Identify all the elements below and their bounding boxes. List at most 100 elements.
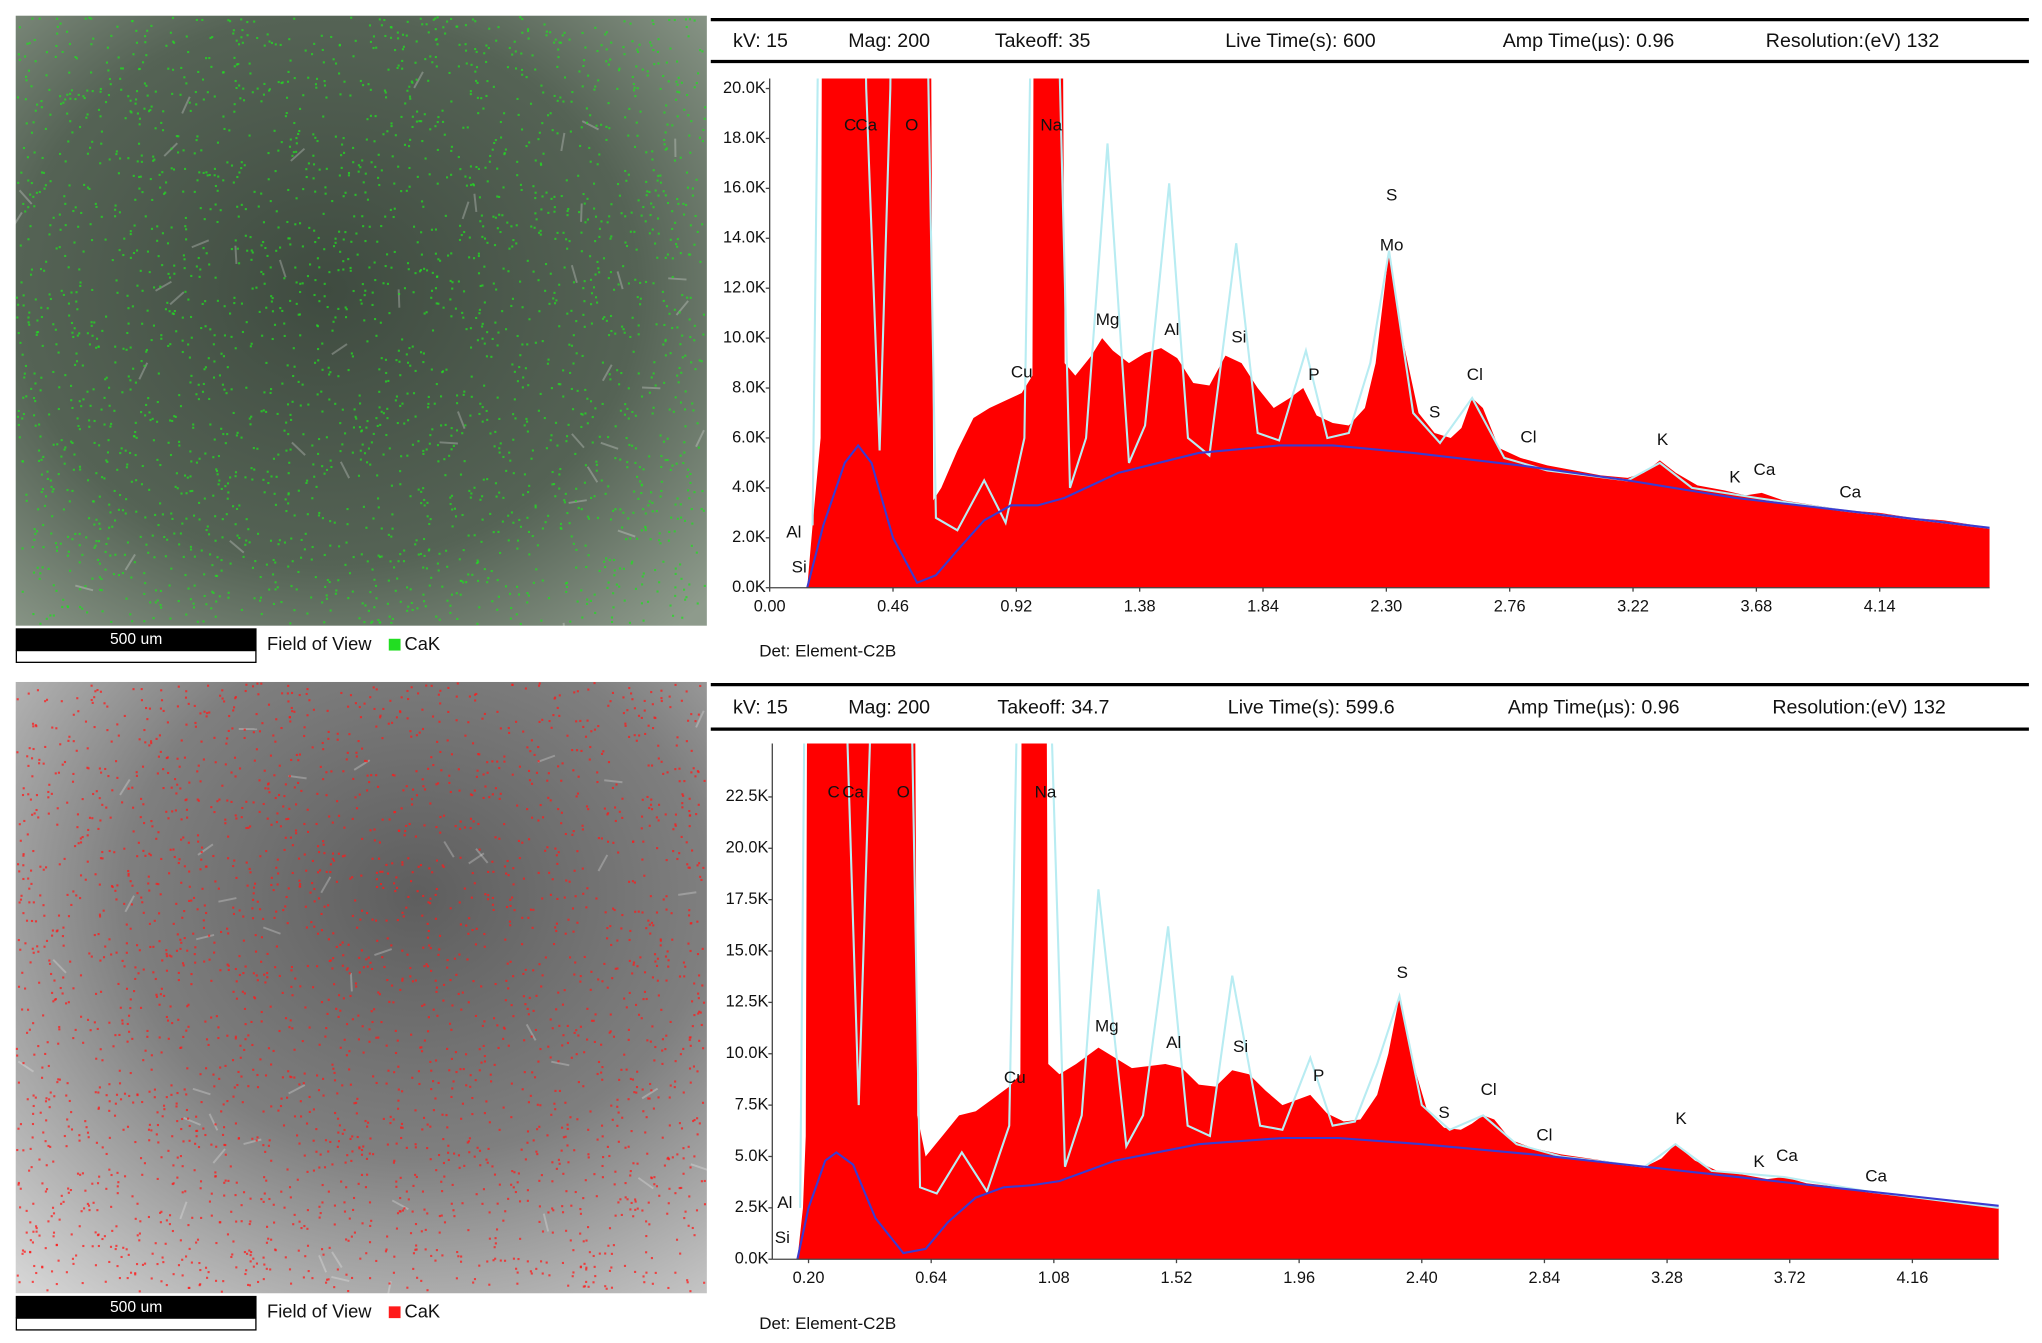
element-dot (564, 492, 567, 495)
element-dot (440, 1180, 443, 1183)
element-dot (538, 310, 541, 313)
element-dot (661, 1136, 664, 1139)
element-dot (144, 582, 147, 585)
element-dot (272, 602, 276, 606)
element-dot (640, 492, 643, 495)
element-dot (600, 1124, 604, 1127)
element-dot (332, 320, 335, 323)
surface-scratch (413, 71, 424, 89)
element-dot (477, 252, 480, 255)
element-dot (43, 504, 47, 507)
element-dot (660, 699, 663, 703)
element-dot (414, 415, 417, 418)
element-dot (553, 1102, 556, 1105)
element-dot (143, 620, 146, 623)
element-dot (410, 735, 413, 738)
element-dot (469, 817, 473, 820)
element-dot (594, 1275, 597, 1278)
element-dot (478, 312, 481, 315)
element-dot (691, 1000, 694, 1003)
element-dot (558, 1024, 561, 1027)
element-dot (482, 107, 485, 110)
element-dot (421, 727, 425, 731)
element-dot (290, 585, 293, 588)
element-dot (704, 106, 707, 109)
element-dot (539, 804, 542, 807)
element-dot (592, 1281, 595, 1284)
element-dot (558, 487, 561, 490)
element-dot (57, 1259, 60, 1262)
element-dot (613, 574, 616, 577)
element-dot (650, 921, 654, 924)
element-dot (345, 968, 348, 971)
element-dot (344, 563, 347, 566)
element-dot (188, 870, 191, 873)
element-dot (427, 767, 430, 770)
element-dot (114, 1248, 117, 1251)
element-dot (189, 475, 192, 478)
element-dot (322, 1253, 325, 1256)
element-dot (362, 1145, 365, 1148)
element-dot (439, 750, 442, 753)
element-dot (451, 525, 454, 528)
element-dot (285, 112, 288, 115)
element-dot (617, 283, 620, 286)
element-dot (673, 530, 676, 533)
element-dot (467, 932, 470, 935)
element-dot (665, 305, 668, 308)
element-dot (352, 426, 356, 429)
element-dot (572, 769, 575, 772)
element-dot (434, 1059, 438, 1062)
surface-scratch (695, 710, 705, 728)
element-dot (115, 898, 118, 901)
element-dot (349, 694, 352, 697)
element-dot (375, 417, 378, 420)
element-dot (559, 96, 562, 99)
element-dot (82, 398, 85, 401)
element-dot (226, 1100, 229, 1103)
element-dot (386, 872, 390, 875)
element-dot (198, 501, 201, 504)
element-dot (321, 48, 324, 52)
element-dot (672, 828, 675, 831)
element-dot (401, 979, 404, 982)
element-dot (39, 572, 42, 575)
element-dot (610, 235, 613, 238)
element-dot (682, 213, 686, 216)
element-dot (672, 614, 675, 617)
element-dot (635, 475, 639, 478)
element-dot (352, 289, 355, 293)
element-dot (334, 62, 338, 65)
element-dot (604, 1252, 607, 1255)
element-dot (34, 920, 38, 923)
element-dot (238, 955, 241, 958)
element-dot (515, 613, 518, 616)
element-dot (669, 604, 672, 607)
element-dot (410, 80, 413, 83)
element-dot (667, 539, 670, 542)
element-dot (256, 979, 259, 982)
element-dot (589, 988, 592, 991)
element-dot (360, 949, 363, 952)
element-dot (683, 780, 686, 783)
element-dot (610, 1104, 613, 1107)
element-dot (409, 495, 412, 498)
element-dot (666, 253, 669, 256)
element-dot (186, 1067, 189, 1070)
element-dot (91, 334, 94, 337)
element-dot (539, 1047, 542, 1051)
element-dot (196, 770, 199, 773)
element-dot (690, 749, 693, 752)
element-dot (126, 1040, 129, 1043)
element-dot (270, 475, 273, 478)
element-dot (258, 779, 261, 782)
element-dot (251, 907, 254, 910)
element-dot (133, 224, 136, 227)
element-dot (181, 1274, 184, 1277)
element-dot (120, 447, 123, 450)
element-dot (59, 22, 62, 25)
element-dot (397, 165, 400, 168)
element-dot (248, 541, 251, 544)
element-dot (149, 854, 152, 857)
element-dot (239, 1044, 242, 1047)
